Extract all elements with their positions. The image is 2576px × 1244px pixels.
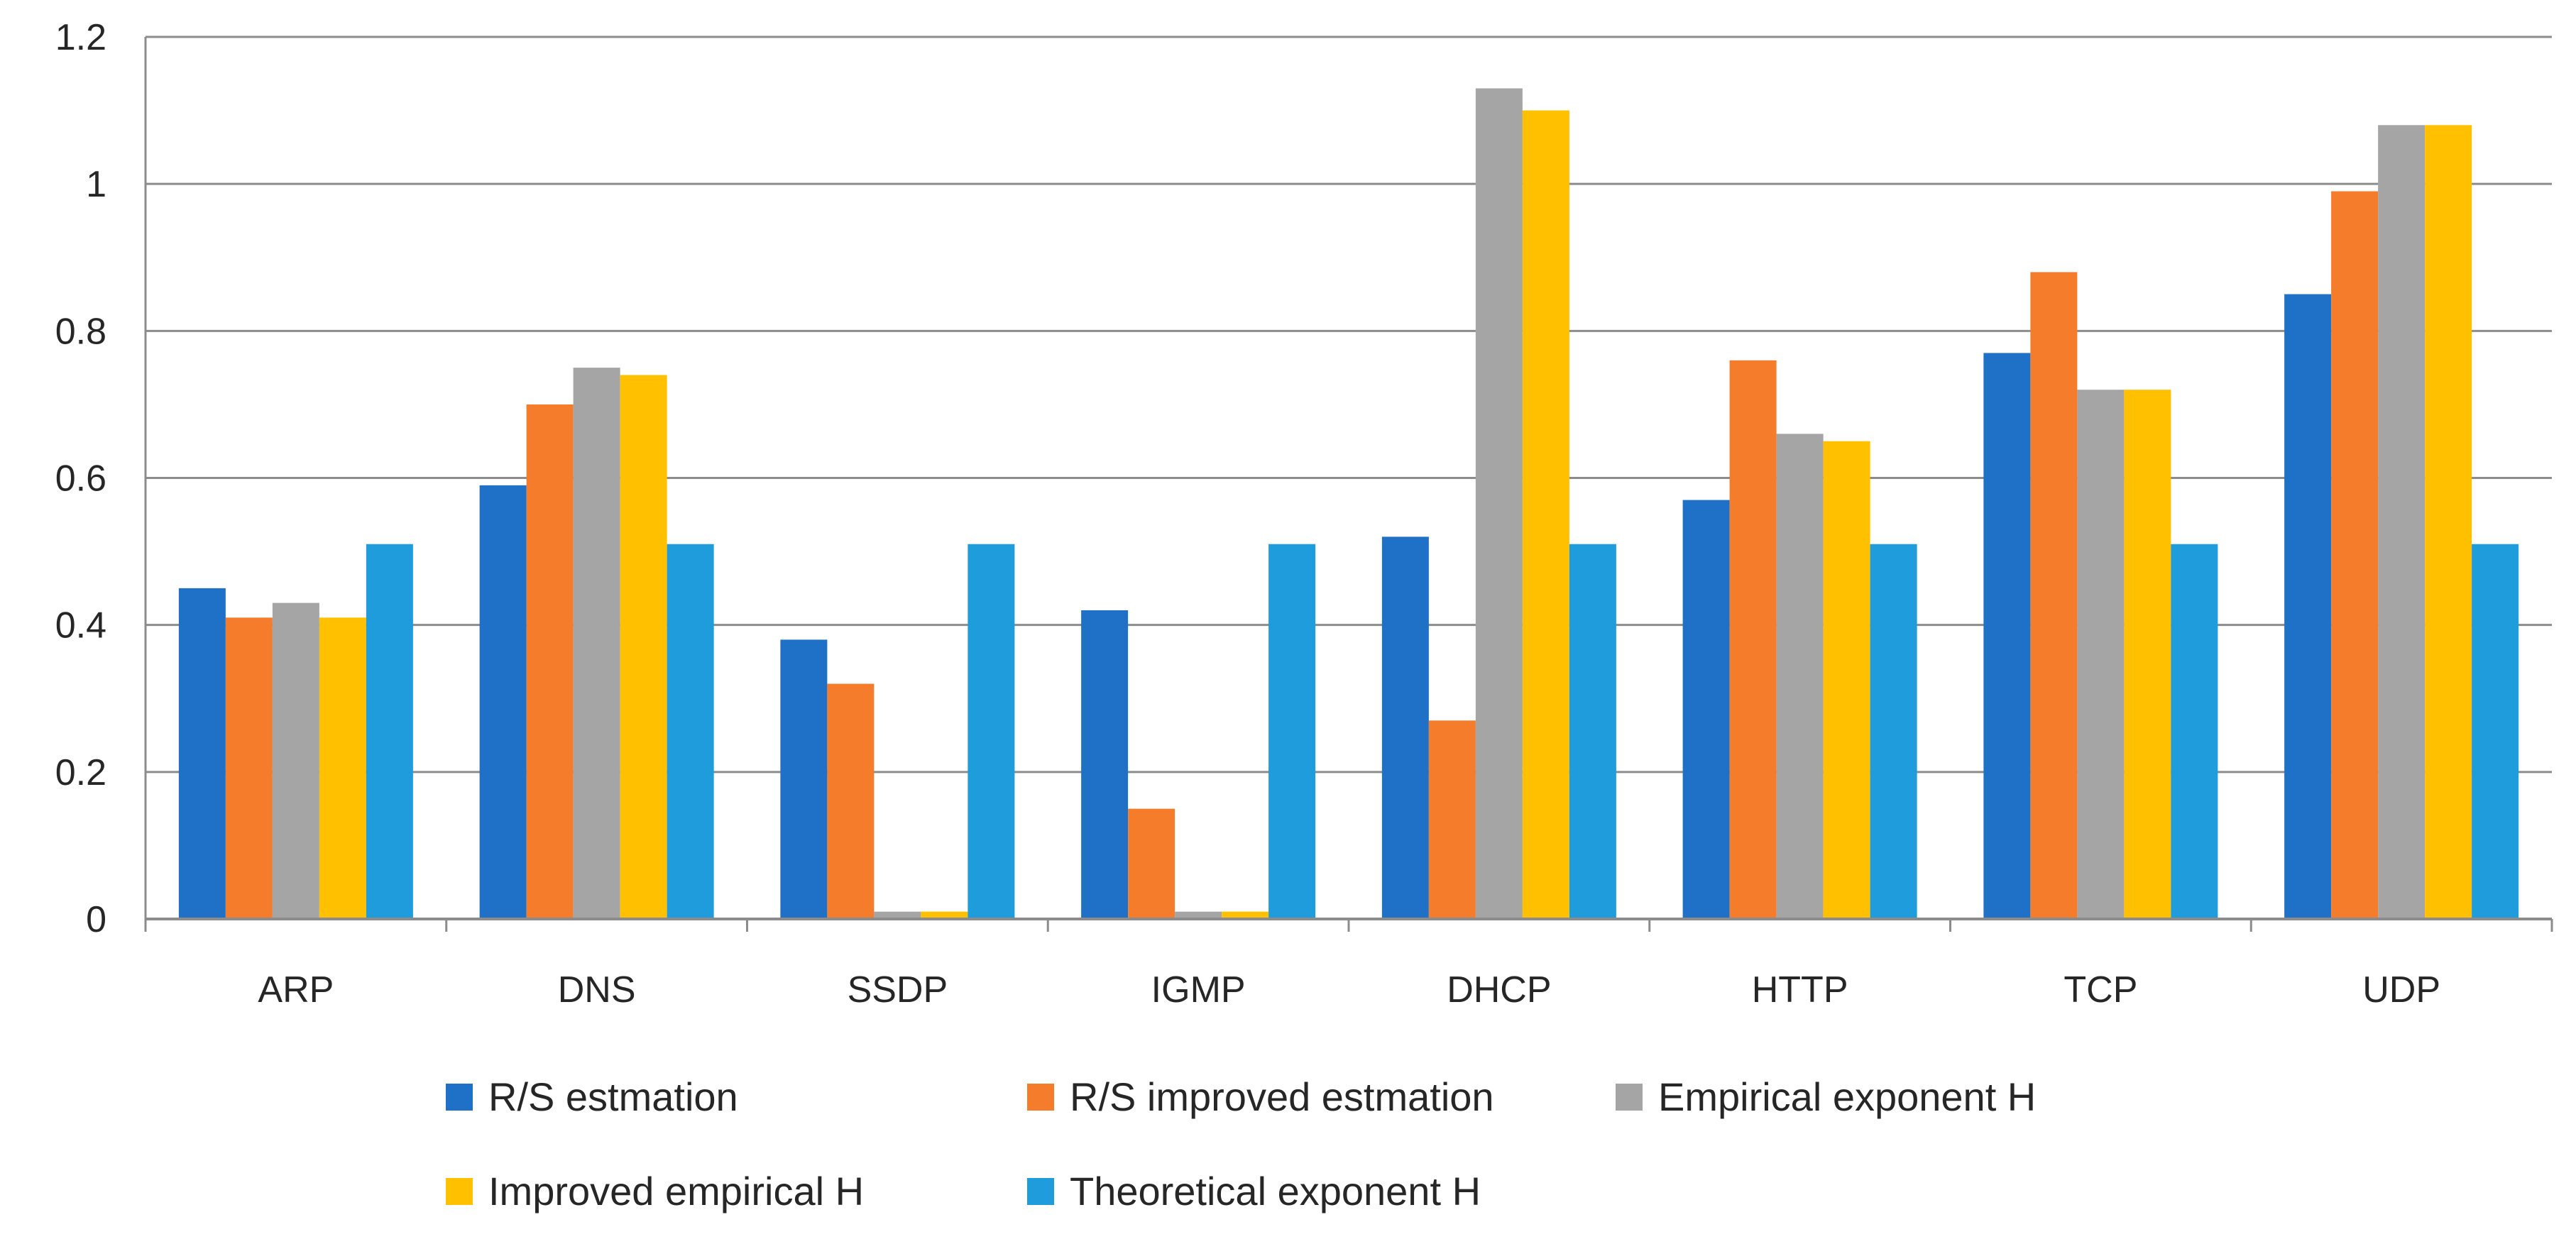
bar xyxy=(2378,125,2426,919)
x-tick-label: IGMP xyxy=(1151,969,1246,1011)
bar xyxy=(1475,88,1523,920)
x-tick-label: TCP xyxy=(2063,969,2137,1011)
x-tick-label: HTTP xyxy=(1752,969,1848,1011)
bar xyxy=(1983,353,2031,919)
bar xyxy=(366,544,413,919)
legend-label: Theoretical exponent H xyxy=(1070,1169,1481,1213)
bar xyxy=(1222,911,1269,919)
bar xyxy=(1870,544,1917,919)
legend-label: R/S improved estmation xyxy=(1070,1074,1494,1119)
bar xyxy=(1175,911,1222,919)
bar xyxy=(2124,390,2171,919)
bar xyxy=(1081,610,1129,919)
legend-swatch xyxy=(1027,1084,1054,1111)
x-tick-label: ARP xyxy=(258,969,334,1011)
bar xyxy=(2030,272,2078,919)
bar xyxy=(2425,125,2472,919)
bar xyxy=(526,404,574,919)
legend-label: Improved empirical H xyxy=(488,1169,864,1213)
bar xyxy=(1823,441,1870,919)
x-axis: ARP DNS SSDP IGMP DHCP HTTP TCP UDP xyxy=(144,37,2553,1011)
legend-swatch xyxy=(1616,1084,1643,1111)
bar xyxy=(1268,544,1316,919)
y-tick-label: 0 xyxy=(86,899,106,940)
bar xyxy=(319,617,366,919)
bar xyxy=(178,588,226,919)
legend-swatch xyxy=(1027,1178,1054,1205)
bar xyxy=(620,375,667,919)
bar xyxy=(1776,434,1824,919)
x-tick-label: UDP xyxy=(2362,969,2440,1011)
bar xyxy=(1569,544,1616,919)
bar xyxy=(1522,110,1569,919)
bar xyxy=(1128,808,1175,919)
bar xyxy=(479,485,527,919)
bar xyxy=(667,544,714,919)
y-tick-label: 0.6 xyxy=(55,458,106,500)
bar xyxy=(2171,544,2218,919)
bars xyxy=(178,88,2519,920)
bar xyxy=(2077,390,2125,919)
bar xyxy=(573,368,620,919)
bar xyxy=(874,911,921,919)
y-tick-label: 1.2 xyxy=(55,17,106,58)
y-tick-label: 0.2 xyxy=(55,752,106,793)
bar xyxy=(1682,500,1730,919)
x-tick-label: DNS xyxy=(558,969,636,1011)
bar xyxy=(827,683,875,919)
legend-label: R/S estmation xyxy=(488,1074,738,1119)
y-tick-label: 0.4 xyxy=(55,605,106,646)
bar xyxy=(2331,191,2379,919)
x-tick-label: SSDP xyxy=(848,969,948,1011)
legend-swatch xyxy=(446,1178,473,1205)
bar xyxy=(1428,720,1476,919)
bar xyxy=(1381,536,1429,919)
bar xyxy=(968,544,1015,919)
bar xyxy=(272,602,319,919)
bar xyxy=(780,639,828,919)
bar xyxy=(225,617,273,919)
y-tick-label: 1 xyxy=(86,164,106,205)
y-tick-label: 0.8 xyxy=(55,311,106,352)
legend-swatch xyxy=(446,1084,473,1111)
bar xyxy=(2472,544,2519,919)
legend: R/S estmation R/S improved estmation Empir… xyxy=(446,1074,2036,1213)
x-tick-label: DHCP xyxy=(1447,969,1551,1011)
bar xyxy=(921,911,968,919)
bar xyxy=(2284,294,2332,920)
legend-label: Empirical exponent H xyxy=(1658,1074,2036,1119)
bar xyxy=(1729,360,1777,919)
y-axis-tick-labels: 0 0.2 0.4 0.6 0.8 1 1.2 xyxy=(55,17,106,940)
